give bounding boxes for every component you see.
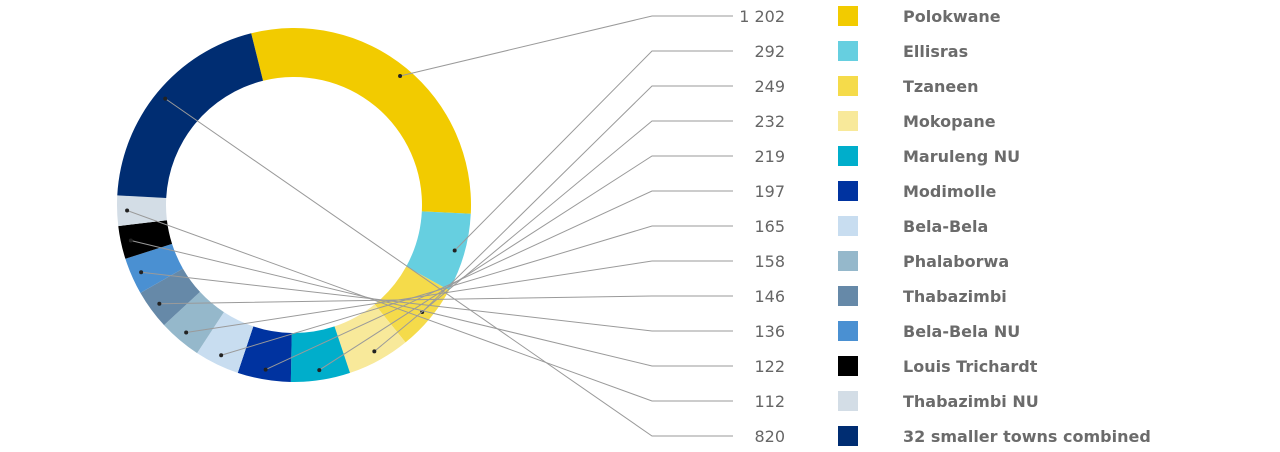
slice-thabazimbi-nu	[117, 195, 167, 227]
leader-line-thabazimbi-nu	[126, 209, 733, 402]
legend-swatch-thabazimbi-nu	[838, 391, 858, 411]
legend-label-louis-trichardt: Louis Trichardt	[903, 357, 1038, 376]
legend-label-thabazimbi: Thabazimbi	[903, 287, 1007, 306]
legend-swatch-32-smaller-towns-combined	[838, 426, 858, 446]
legend-label-ellisras: Ellisras	[903, 42, 968, 61]
legend-label-thabazimbi-nu: Thabazimbi NU	[903, 392, 1039, 411]
slice-phalaborwa	[164, 291, 224, 354]
value-label-polokwane: 1 202	[739, 7, 785, 26]
leader-line-modimolle	[265, 190, 733, 371]
leader-line-louis-trichardt	[130, 239, 733, 367]
leader-line-polokwane	[399, 15, 733, 77]
value-label-louis-trichardt: 122	[754, 357, 785, 376]
value-label-bela-bela: 165	[754, 217, 785, 236]
leader-line-bela-bela-nu	[141, 271, 733, 332]
legend-label-mokopane: Mokopane	[903, 112, 996, 131]
leader-line-tzaneen	[421, 85, 733, 313]
leader-dot-maruleng-nu	[317, 368, 322, 373]
slice-louis-trichardt	[118, 220, 173, 259]
slice-bela-bela-nu	[125, 243, 183, 293]
slice-modimolle	[237, 326, 292, 382]
value-label-32-smaller-towns-combined: 820	[754, 427, 785, 446]
value-label-mokopane: 232	[754, 112, 785, 131]
legend-swatch-maruleng-nu	[838, 146, 858, 166]
leader-dot-thabazimbi-nu	[125, 208, 130, 213]
slice-tzaneen	[374, 266, 450, 343]
legend-swatch-bela-bela-nu	[838, 321, 858, 341]
legend-swatch-mokopane	[838, 111, 858, 131]
slice-thabazimbi	[140, 268, 201, 326]
legend-swatch-louis-trichardt	[838, 356, 858, 376]
value-labels: 1 202 292 249 232 219 197 165 158 146 136 122 112 82…	[739, 7, 785, 446]
leader-line-maruleng-nu	[319, 155, 733, 371]
value-label-thabazimbi: 146	[754, 287, 785, 306]
legend-swatch-bela-bela	[838, 216, 858, 236]
slice-ellisras	[406, 211, 471, 291]
leader-dot-ellisras	[452, 248, 457, 253]
leader-line-32-smaller-towns-combined	[164, 98, 733, 437]
slice-bela-bela	[197, 312, 254, 373]
slice-mokopane	[334, 304, 406, 373]
legend-label-modimolle: Modimolle	[903, 182, 996, 201]
leader-dot-32-smaller-towns-combined	[163, 96, 168, 101]
slice-polokwane	[251, 28, 471, 214]
value-label-modimolle: 197	[754, 182, 785, 201]
legend-swatch-modimolle	[838, 181, 858, 201]
value-label-ellisras: 292	[754, 42, 785, 61]
donut-slices	[117, 28, 471, 382]
leader-line-ellisras	[454, 50, 733, 251]
leader-line-phalaborwa	[186, 260, 733, 334]
leader-dot-modimolle	[263, 367, 268, 372]
legend-label-bela-bela-nu: Bela-Bela NU	[903, 322, 1020, 341]
leader-lines	[125, 15, 733, 437]
legend-label-phalaborwa: Phalaborwa	[903, 252, 1009, 271]
legend-swatch-thabazimbi	[838, 286, 858, 306]
leader-dot-louis-trichardt	[128, 238, 133, 243]
legend-swatch-ellisras	[838, 41, 858, 61]
legend-swatch-tzaneen	[838, 76, 858, 96]
slice-maruleng-nu	[290, 326, 351, 382]
value-label-thabazimbi-nu: 112	[754, 392, 785, 411]
value-label-bela-bela-nu: 136	[754, 322, 785, 341]
legend-swatch-phalaborwa	[838, 251, 858, 271]
value-label-maruleng-nu: 219	[754, 147, 785, 166]
legend-label-32-smaller-towns-combined: 32 smaller towns combined	[903, 427, 1151, 446]
value-label-phalaborwa: 158	[754, 252, 785, 271]
legend-label-bela-bela: Bela-Bela	[903, 217, 988, 236]
value-label-tzaneen: 249	[754, 77, 785, 96]
leader-dot-polokwane	[398, 73, 403, 78]
leader-dot-thabazimbi	[157, 301, 162, 306]
leader-dot-bela-bela	[219, 353, 224, 358]
legend-label-maruleng-nu: Maruleng NU	[903, 147, 1020, 166]
legend-label-polokwane: Polokwane	[903, 7, 1001, 26]
leader-dot-mokopane	[372, 349, 377, 354]
leader-line-bela-bela	[220, 225, 733, 356]
leader-dot-bela-bela-nu	[139, 270, 144, 275]
leader-line-thabazimbi	[159, 295, 733, 305]
legend-swatch-polokwane	[838, 6, 858, 26]
legend-label-tzaneen: Tzaneen	[903, 77, 979, 96]
leader-dot-phalaborwa	[184, 330, 189, 335]
legend: Polokwane Ellisras Tzaneen Mokopane Maruleng…	[838, 6, 1151, 446]
